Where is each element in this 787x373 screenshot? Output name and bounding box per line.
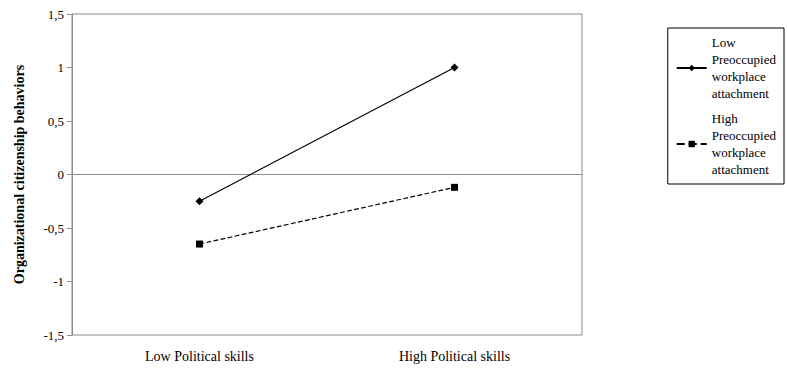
svg-text:Preoccupied: Preoccupied	[712, 52, 777, 67]
svg-text:High Political skills: High Political skills	[399, 349, 510, 364]
svg-text:Preoccupied: Preoccupied	[712, 128, 777, 143]
svg-text:1: 1	[58, 60, 65, 75]
svg-text:attachment: attachment	[712, 86, 769, 101]
svg-text:0: 0	[58, 167, 65, 182]
svg-text:workplace: workplace	[712, 69, 766, 84]
svg-text:0,5: 0,5	[48, 114, 64, 129]
svg-text:High: High	[712, 111, 739, 126]
svg-text:-1,5: -1,5	[43, 328, 64, 343]
svg-text:workplace: workplace	[712, 145, 766, 160]
svg-text:Organizational citizenship beh: Organizational citizenship behaviors	[12, 64, 27, 284]
svg-text:1,5: 1,5	[48, 7, 64, 22]
svg-text:attachment: attachment	[712, 162, 769, 177]
svg-text:-1: -1	[53, 274, 64, 289]
svg-text:-0,5: -0,5	[43, 221, 64, 236]
svg-text:Low Political skills: Low Political skills	[145, 349, 254, 364]
svg-text:Low: Low	[712, 35, 736, 50]
